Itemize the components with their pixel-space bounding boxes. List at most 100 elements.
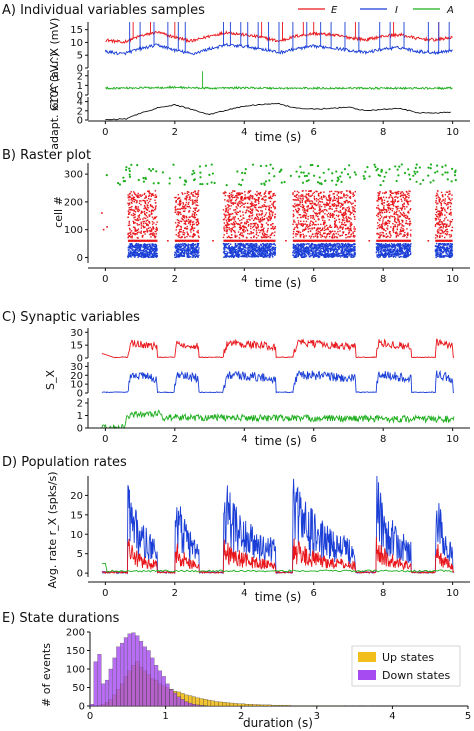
raster-dot-e [317,193,320,195]
raster-dot-i [234,252,237,254]
raster-dot-i [346,243,349,246]
raster-dot-i [263,253,265,256]
raster-dot-e [317,230,319,232]
raster-dot-i [229,249,231,251]
raster-dot-e [140,200,142,202]
raster-dot-i [390,246,393,248]
raster-dot-e [349,196,352,198]
raster-dot-i [399,253,401,256]
raster-dot-e [233,217,236,219]
raster-dot-i [379,255,381,258]
raster-dot-i [197,256,199,258]
panel-a-adapt-line [105,102,452,121]
raster-dot-i [438,254,440,256]
raster-dot-i [348,253,351,255]
panel-a-legend: E I A [298,5,454,16]
raster-dot-e [337,205,340,207]
raster-dot-e [397,205,399,208]
raster-dot-e [333,192,335,195]
raster-dot-e [263,231,265,233]
raster-dot-e [236,207,238,209]
raster-dot-e [234,231,236,234]
raster-dot-e [348,201,350,203]
raster-dot-e [146,216,149,218]
raster-dot-i [260,247,262,249]
raster-dot-e [354,200,356,203]
panel-b-tick-label-2: 200 [64,197,83,208]
raster-dot-i [258,253,261,255]
raster-dot-i [256,254,258,257]
raster-dot-e [270,227,272,230]
raster-dot-e [408,190,410,192]
raster-dot-e [317,215,319,218]
raster-dot-i [315,254,317,256]
raster-dot-i [347,252,350,254]
raster-dot-e [191,203,194,205]
raster-dot-i [228,255,230,257]
raster-dot-e [348,206,350,208]
raster-dot-i [272,256,274,258]
raster-dot-e [193,235,195,237]
raster-dot-i [179,253,181,256]
raster-dot-e [338,218,340,221]
raster-dot-e [323,221,325,224]
raster-dot-i [335,253,338,256]
raster-dot-e [316,235,318,237]
raster-dot-e [152,218,155,220]
raster-dot-e [342,203,344,205]
raster-dot-e [260,223,263,225]
raster-dot-i [260,244,262,247]
raster-dot-e [144,207,146,209]
raster-dot-e [187,218,190,221]
raster-dot-e [333,217,336,220]
raster-dot-i [341,249,344,251]
raster-dot-e [390,194,392,197]
raster-dot-i [351,248,354,250]
raster-dot-i [305,247,307,249]
raster-dot-e [189,221,192,223]
raster-dot-e [146,219,149,221]
raster-dot-e [241,192,244,195]
raster-dot-i [376,243,379,245]
raster-dot-e [332,213,334,215]
raster-dot-i [398,256,401,258]
raster-dot-i [255,254,258,257]
raster-dot-e [135,201,138,204]
raster-dot-e [193,234,196,236]
raster-dot-e [239,206,241,208]
raster-dot-e [197,190,200,192]
raster-dot-e [306,198,308,201]
raster-dot-i [407,243,409,245]
raster-dot-e [238,223,240,226]
raster-dot-e [269,197,271,200]
raster-dot-e [183,222,185,225]
raster-dot-e [134,211,137,213]
raster-dot-e [319,192,322,194]
raster-dot-i [244,249,246,252]
raster-dot-e [146,204,148,206]
raster-dot-i [444,254,447,257]
raster-dot-e [232,216,234,218]
raster-dot-e [405,200,408,203]
raster-dot-i [138,248,140,250]
raster-dot-e [127,194,129,196]
raster-dot-i [133,245,136,247]
raster-dot-i [439,252,441,255]
raster-dot-e [258,193,261,196]
raster-dot-i [242,252,244,255]
raster-dot-e [297,230,299,233]
raster-dot-e [240,192,242,194]
raster-dot-e [180,201,182,203]
raster-dot-e [326,201,328,204]
raster-dot-e [135,230,137,232]
raster-dot-e [230,201,232,204]
raster-dot-e [397,192,400,195]
raster-dot-e [140,232,142,234]
raster-dot-i [407,253,410,256]
raster-dot-e [409,209,411,211]
raster-dot-i [151,247,153,250]
raster-dot-i [139,249,141,251]
raster-dot-e [136,229,138,232]
raster-dot-i [435,242,438,245]
raster-dot-e [251,195,253,198]
